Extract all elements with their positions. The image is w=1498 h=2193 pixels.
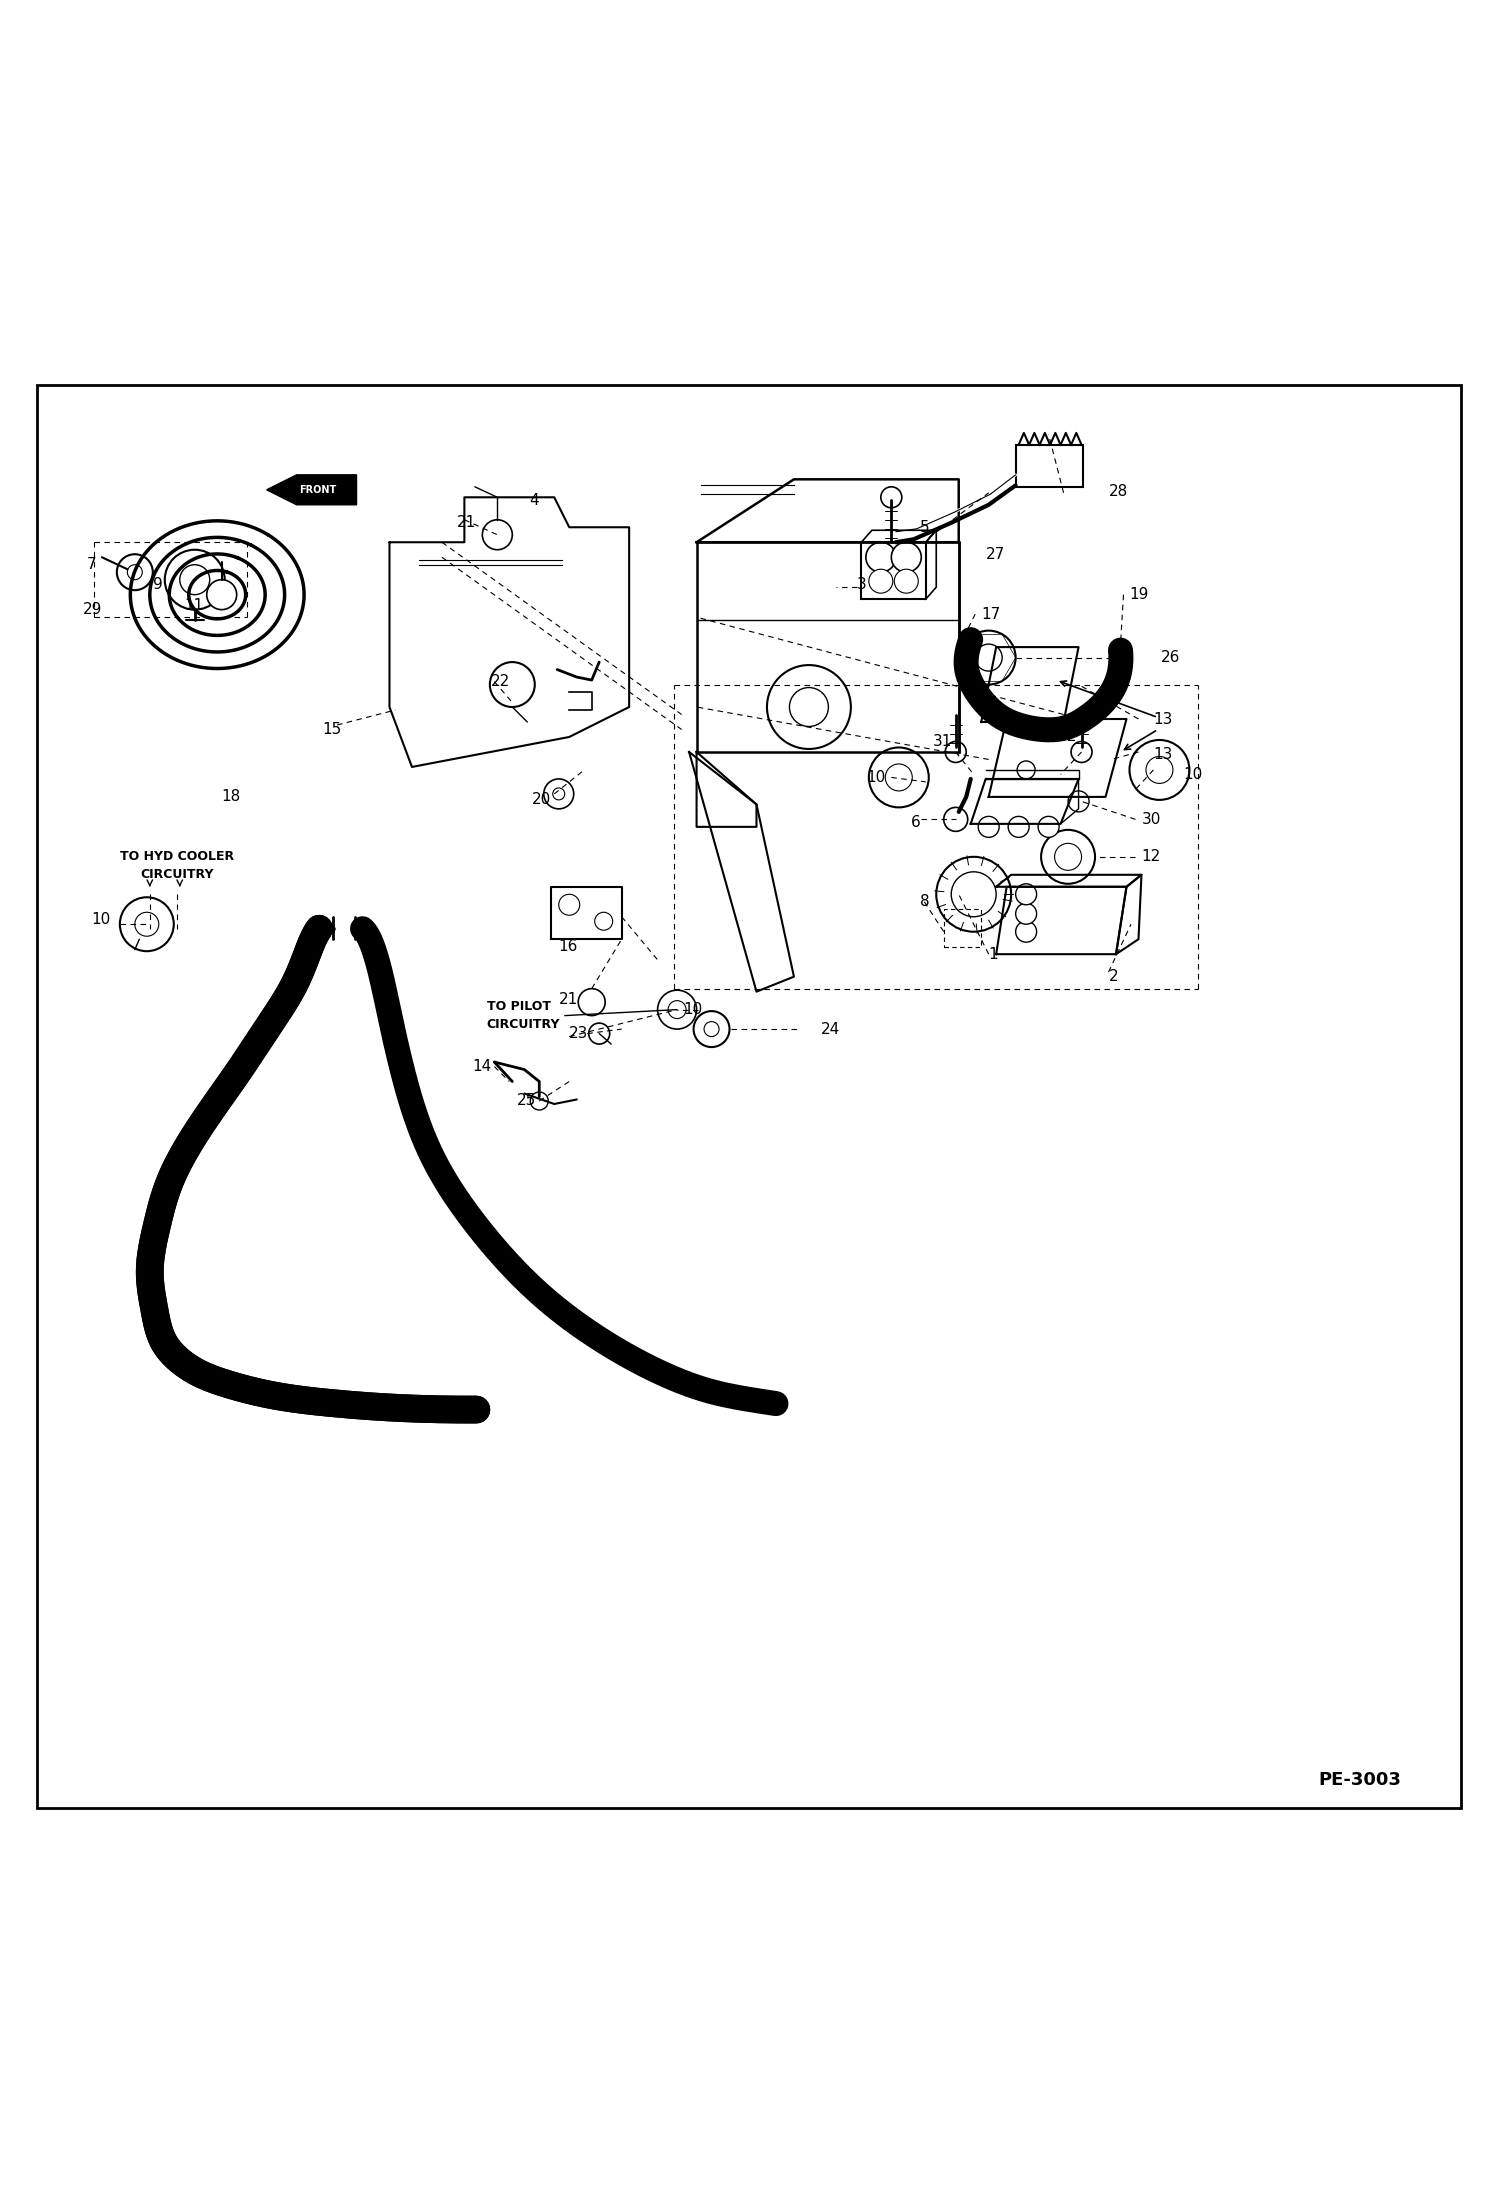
Polygon shape	[689, 752, 794, 991]
Circle shape	[578, 989, 605, 1015]
Circle shape	[962, 632, 1016, 684]
Text: 24: 24	[821, 1022, 840, 1037]
Text: 27: 27	[986, 546, 1005, 561]
Text: TO PILOT: TO PILOT	[487, 1000, 551, 1013]
Circle shape	[869, 570, 893, 592]
Text: 20: 20	[532, 792, 551, 807]
Polygon shape	[267, 476, 357, 504]
Text: 6: 6	[911, 816, 921, 829]
Text: 17: 17	[981, 607, 1001, 621]
Circle shape	[936, 857, 1011, 932]
Circle shape	[1016, 884, 1037, 906]
Text: 9: 9	[153, 577, 163, 592]
Text: 1: 1	[989, 947, 998, 963]
Circle shape	[117, 555, 153, 590]
Text: 12: 12	[1141, 849, 1161, 864]
Text: 31: 31	[933, 735, 953, 750]
Text: 10: 10	[683, 1002, 703, 1018]
Text: 10: 10	[1183, 768, 1203, 783]
Text: 30: 30	[1141, 811, 1161, 827]
Circle shape	[1071, 741, 1092, 763]
Circle shape	[482, 520, 512, 550]
Circle shape	[207, 579, 237, 610]
Circle shape	[1068, 792, 1089, 811]
Text: 8: 8	[920, 895, 929, 910]
Circle shape	[866, 542, 896, 572]
Text: 3: 3	[857, 577, 867, 592]
Text: 11: 11	[184, 599, 204, 612]
Circle shape	[658, 991, 697, 1029]
Circle shape	[894, 570, 918, 592]
Text: 7: 7	[87, 557, 96, 572]
Circle shape	[1038, 816, 1059, 838]
Text: CIRCUITRY: CIRCUITRY	[139, 868, 214, 882]
Text: PE-3003: PE-3003	[1318, 1770, 1401, 1789]
Circle shape	[1041, 829, 1095, 884]
Circle shape	[881, 487, 902, 509]
Text: 22: 22	[491, 673, 511, 689]
Text: 13: 13	[1153, 748, 1173, 763]
Circle shape	[1129, 739, 1189, 800]
Text: 10: 10	[91, 912, 111, 928]
Text: 14: 14	[472, 1059, 491, 1075]
Circle shape	[1016, 921, 1037, 943]
Bar	[1016, 445, 1083, 487]
Circle shape	[1017, 761, 1035, 779]
Circle shape	[544, 779, 574, 809]
Circle shape	[978, 816, 999, 838]
Bar	[944, 910, 981, 947]
Text: 4: 4	[529, 493, 538, 509]
Text: 23: 23	[569, 1026, 589, 1042]
Text: 32: 32	[1058, 730, 1077, 743]
Text: 10: 10	[866, 770, 885, 785]
Text: 21: 21	[457, 515, 476, 531]
Circle shape	[869, 748, 929, 807]
Text: FRONT: FRONT	[300, 485, 337, 496]
Circle shape	[490, 662, 535, 706]
Circle shape	[120, 897, 174, 952]
Text: CIRCUITRY: CIRCUITRY	[487, 1018, 560, 1031]
Text: 25: 25	[517, 1094, 536, 1107]
Text: 19: 19	[1129, 588, 1149, 603]
Text: TO HYD COOLER: TO HYD COOLER	[120, 851, 234, 864]
Circle shape	[945, 741, 966, 763]
Circle shape	[944, 807, 968, 831]
Circle shape	[1016, 904, 1037, 923]
Text: 28: 28	[1109, 485, 1128, 498]
Text: 13: 13	[1153, 711, 1173, 726]
Circle shape	[891, 542, 921, 572]
Text: 29: 29	[82, 603, 102, 616]
Text: 15: 15	[322, 721, 342, 737]
Text: 5: 5	[920, 520, 929, 535]
Text: 2: 2	[1109, 969, 1118, 985]
Text: 18: 18	[222, 789, 241, 805]
Text: 26: 26	[1161, 649, 1180, 664]
Circle shape	[165, 550, 225, 610]
Circle shape	[1008, 816, 1029, 838]
Text: 21: 21	[559, 991, 578, 1007]
Circle shape	[694, 1011, 730, 1046]
Text: 16: 16	[559, 939, 578, 954]
